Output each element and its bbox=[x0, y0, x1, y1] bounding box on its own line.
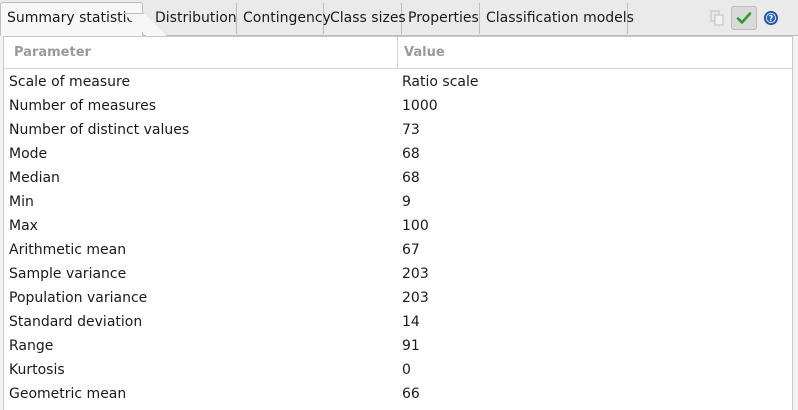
value-cell: 1000 bbox=[402, 98, 438, 114]
table-row[interactable]: Range 91 bbox=[4, 334, 792, 358]
copy-button[interactable] bbox=[704, 6, 730, 30]
value-cell: 203 bbox=[402, 266, 429, 282]
parameter-cell: Geometric mean bbox=[9, 386, 127, 402]
value-cell: 100 bbox=[402, 218, 429, 234]
parameter-cell: Population variance bbox=[9, 290, 148, 306]
tab-contingency[interactable]: Contingency bbox=[237, 3, 331, 34]
table-row[interactable]: Geometric mean 66 bbox=[4, 382, 792, 406]
table-row[interactable]: Max 100 bbox=[4, 214, 792, 238]
value-cell: 66 bbox=[402, 386, 420, 402]
parameter-cell: Scale of measure bbox=[9, 74, 131, 90]
tab-distribution[interactable]: Distribution bbox=[149, 3, 237, 34]
tab-bar: Summary statistics Distribution Continge… bbox=[0, 0, 798, 36]
column-divider[interactable] bbox=[397, 37, 398, 68]
parameter-cell: Min bbox=[9, 194, 34, 210]
value-cell: 91 bbox=[402, 338, 420, 354]
value-cell: 203 bbox=[402, 290, 429, 306]
table-row[interactable]: Kurtosis 0 bbox=[4, 358, 792, 382]
table-row[interactable]: Number of distinct values 73 bbox=[4, 118, 792, 142]
checkmark-icon bbox=[736, 12, 752, 24]
statistics-table: Parameter Value Scale of measure Ratio s… bbox=[3, 36, 793, 410]
table-row[interactable]: Sample variance 203 bbox=[4, 262, 792, 286]
value-cell: 67 bbox=[402, 242, 420, 258]
parameter-cell: Sample variance bbox=[9, 266, 127, 282]
copy-icon bbox=[710, 10, 724, 26]
parameter-cell: Arithmetic mean bbox=[9, 242, 127, 258]
parameter-cell: Median bbox=[9, 170, 60, 186]
table-row[interactable]: Median 68 bbox=[4, 166, 792, 190]
tab-classification-models[interactable]: Classification models bbox=[480, 3, 634, 34]
table-body: Scale of measure Ratio scale Number of m… bbox=[4, 70, 792, 406]
table-row[interactable]: Population variance 203 bbox=[4, 286, 792, 310]
value-cell: 68 bbox=[402, 170, 420, 186]
help-icon: ? bbox=[764, 11, 778, 25]
table-header: Parameter Value bbox=[4, 37, 792, 69]
tab-class-sizes[interactable]: Class sizes bbox=[324, 3, 406, 34]
parameter-cell: Number of measures bbox=[9, 98, 156, 114]
table-row[interactable]: Scale of measure Ratio scale bbox=[4, 70, 792, 94]
parameter-cell: Kurtosis bbox=[9, 362, 65, 378]
table-row[interactable]: Number of measures 1000 bbox=[4, 94, 792, 118]
table-row[interactable]: Arithmetic mean 67 bbox=[4, 238, 792, 262]
help-button[interactable]: ? bbox=[758, 6, 784, 30]
value-cell: 9 bbox=[402, 194, 411, 210]
column-header-value[interactable]: Value bbox=[404, 45, 445, 60]
parameter-cell: Range bbox=[9, 338, 54, 354]
value-cell: 68 bbox=[402, 146, 420, 162]
table-row[interactable]: Mode 68 bbox=[4, 142, 792, 166]
value-cell: 73 bbox=[402, 122, 420, 138]
svg-text:?: ? bbox=[769, 14, 774, 23]
parameter-cell: Number of distinct values bbox=[9, 122, 190, 138]
parameter-cell: Standard deviation bbox=[9, 314, 143, 330]
table-row[interactable]: Standard deviation 14 bbox=[4, 310, 792, 334]
value-cell: 14 bbox=[402, 314, 420, 330]
apply-button[interactable] bbox=[731, 6, 757, 30]
parameter-cell: Max bbox=[9, 218, 38, 234]
table-row[interactable]: Min 9 bbox=[4, 190, 792, 214]
parameter-cell: Mode bbox=[9, 146, 48, 162]
column-header-parameter[interactable]: Parameter bbox=[14, 45, 91, 60]
value-cell: 0 bbox=[402, 362, 411, 378]
tab-summary-statistics[interactable]: Summary statistics bbox=[0, 2, 143, 36]
tab-properties[interactable]: Properties bbox=[402, 3, 480, 34]
value-cell: Ratio scale bbox=[402, 74, 479, 90]
